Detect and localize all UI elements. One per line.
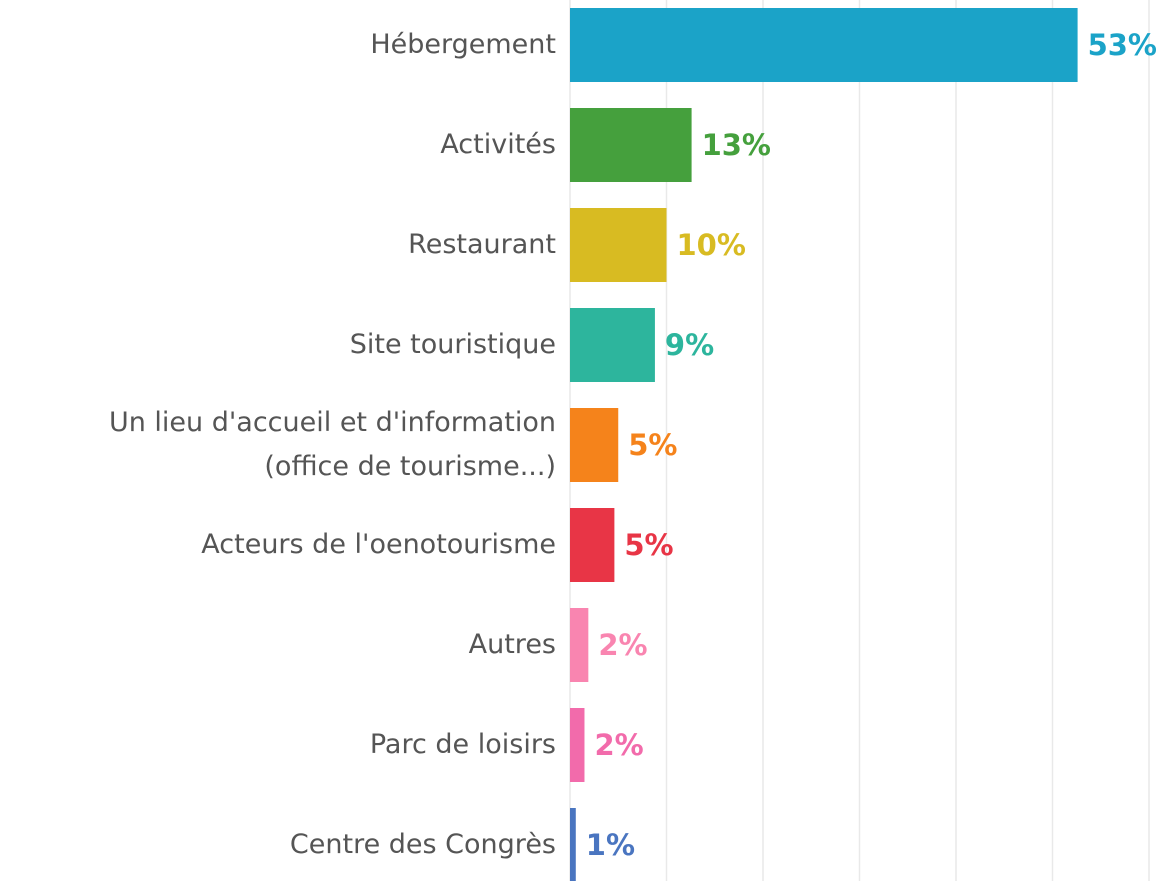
value-label: 13% [701, 128, 771, 162]
category-label: Hébergement [370, 29, 556, 60]
value-label: 5% [624, 528, 674, 562]
value-label: 2% [598, 628, 648, 662]
category-label: Parc de loisirs [369, 729, 556, 760]
value-label: 53% [1087, 28, 1157, 62]
category-label: Autres [468, 629, 556, 660]
value-label: 10% [676, 228, 746, 262]
bar [570, 108, 692, 182]
bar [570, 308, 655, 382]
bar [570, 408, 619, 482]
bar [570, 8, 1078, 82]
value-label: 9% [664, 328, 715, 362]
category-label: Acteurs de l'oenotourisme [201, 529, 556, 560]
category-label: Site touristique [349, 329, 556, 360]
bar [570, 208, 667, 282]
bar [570, 608, 589, 682]
category-label: Activités [440, 129, 556, 160]
bar [570, 508, 615, 582]
category-label: Un lieu d'accueil et d'information (offi… [108, 407, 556, 482]
category-label: Restaurant [408, 229, 556, 260]
value-label: 5% [628, 428, 678, 462]
bar [570, 708, 585, 782]
bar [570, 808, 576, 881]
category-label: Centre des Congrès [289, 829, 556, 860]
value-label: 1% [585, 828, 636, 862]
value-label: 2% [594, 728, 644, 762]
